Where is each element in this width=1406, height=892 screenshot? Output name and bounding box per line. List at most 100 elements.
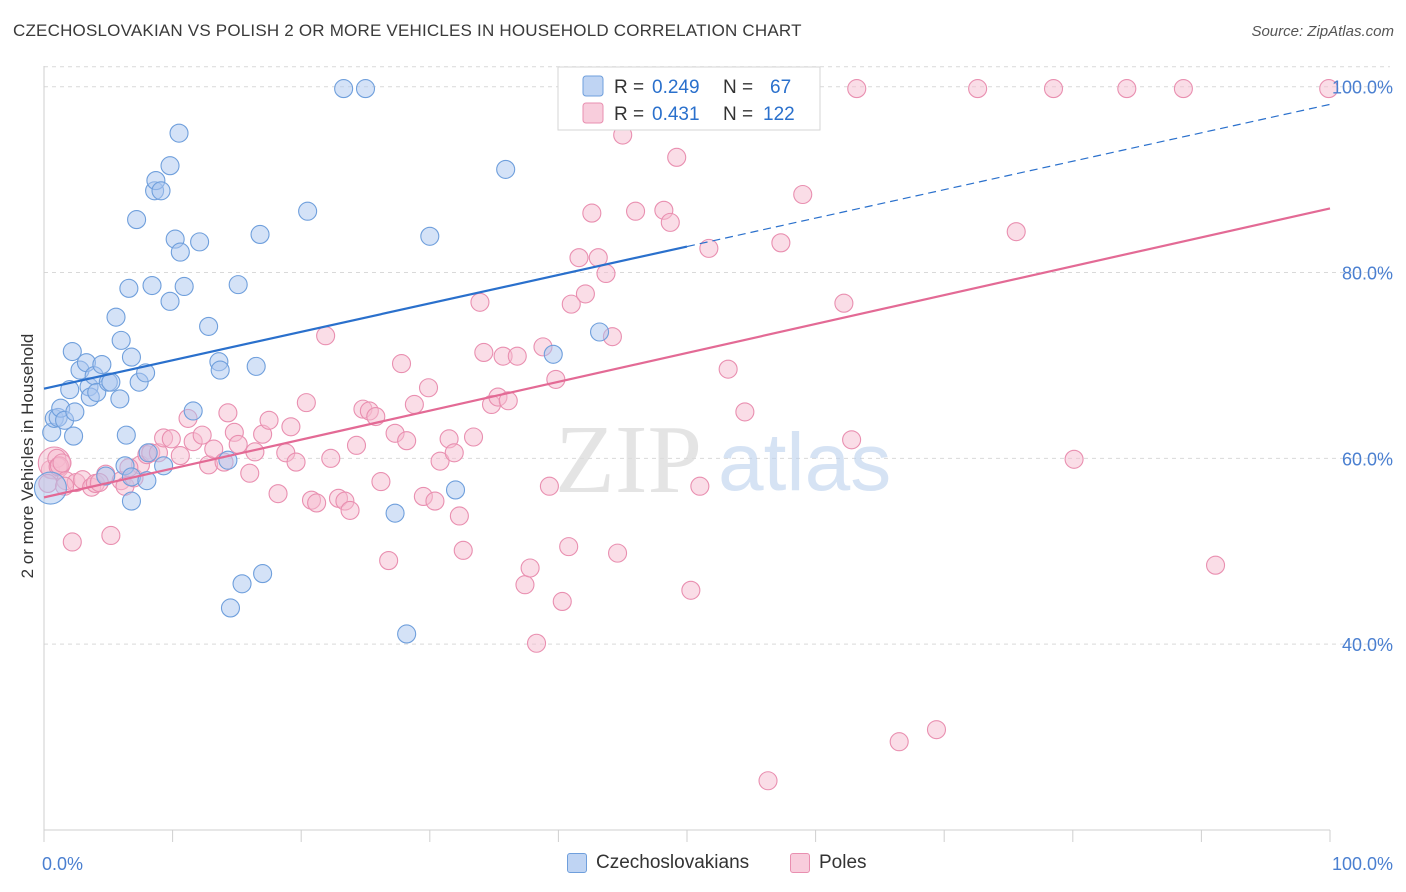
watermark: ZIP atlas [555,406,891,514]
point-poles-73 [498,391,518,411]
point-poles-40 [286,452,306,472]
point-poles-41 [296,393,316,413]
correlation-legend: R = 0.249 N = 67 R = 0.431 N = 122 [557,66,821,131]
point-czechoslovakians-52 [228,275,248,295]
point-poles-94 [681,580,701,600]
point-czechoslovakians-40 [160,291,180,311]
point-poles-57 [397,431,417,451]
point-poles-119 [608,543,628,563]
axes [43,66,1331,842]
point-czechoslovakians-46 [190,232,210,252]
point-poles-53 [371,472,391,492]
point-czechoslovakians-58 [334,79,354,99]
point-poles-107 [968,79,988,99]
series-czechoslovakians-points [33,79,610,644]
point-poles-80 [546,369,566,389]
point-czechoslovakians-55 [250,224,270,244]
point-poles-61 [425,491,445,511]
x-tick-label-1: 100.0% [1332,854,1393,874]
point-czechoslovakians-54 [246,356,266,376]
legend-n-value-1: 67 [770,77,791,98]
point-poles-45 [321,448,341,468]
point-poles-64 [444,443,464,463]
point-poles-114 [1319,79,1339,99]
point-poles-83 [569,248,589,268]
point-czechoslovakians-56 [253,564,273,584]
y-tick-label-0: 40.0% [1342,635,1393,655]
point-poles-106 [926,720,947,740]
point-poles-44 [316,326,336,346]
point-czechoslovakians-27 [121,491,141,511]
point-czechoslovakians-60 [385,503,405,523]
point-poles-36 [259,410,279,430]
point-czechoslovakians-28 [121,347,141,367]
point-poles-109 [1043,79,1064,99]
point-poles-48 [340,500,360,520]
point-czechoslovakians-39 [160,156,180,176]
point-poles-112 [1173,79,1193,99]
trend-czechoslovakians-extension [686,103,1331,248]
point-czechoslovakians-25 [119,278,139,298]
legend-n-label-1: N = [723,77,753,98]
point-poles-26 [192,425,212,445]
point-czechoslovakians-64 [496,159,516,179]
point-poles-101 [793,184,813,205]
point-poles-120 [559,537,579,557]
point-poles-95 [690,476,710,496]
point-poles-81 [552,591,572,611]
legend-swatch-czechoslovakians [582,75,604,97]
point-czechoslovakians-16 [92,354,112,375]
chart-title: CZECHOSLOVAKIAN VS POLISH 2 OR MORE VEHI… [13,21,802,40]
point-poles-113 [1205,555,1226,575]
point-poles-103 [842,430,862,450]
point-czechoslovakians-31 [136,363,156,383]
point-poles-82 [561,294,581,314]
point-poles-68 [470,292,490,312]
point-czechoslovakians-59 [355,79,376,99]
point-poles-79 [539,476,559,496]
point-poles-87 [596,263,616,284]
tick-labels: 40.0% 60.0% 80.0% 100.0% 0.0% 100.0% [42,78,1393,874]
point-poles-111 [1117,79,1137,99]
point-poles-39 [281,417,301,437]
point-poles-77 [526,633,547,653]
point-czechoslovakians-57 [298,201,318,221]
point-czechoslovakians-43 [170,242,190,262]
trend-czechoslovakians [43,245,688,390]
bottom-legend-poles: Poles [790,852,867,874]
trend-lines [43,103,1331,499]
point-poles-5 [52,453,72,473]
point-poles-22 [161,429,181,449]
point-poles-30 [218,403,238,423]
source-label: Source: ZipAtlas.com [1251,23,1394,40]
point-czechoslovakians-42 [169,123,189,143]
point-poles-96 [699,238,719,258]
point-poles-99 [758,771,778,791]
bottom-legend-swatch-czechoslovakians [567,853,587,873]
legend-r-label-1: R = [614,77,644,98]
point-poles-104 [847,79,867,99]
y-tick-label-3: 100.0% [1332,78,1393,98]
point-poles-56 [391,354,412,374]
point-czechoslovakians-37 [151,181,171,201]
point-poles-105 [889,732,909,752]
point-czechoslovakians-34 [142,276,162,296]
point-czechoslovakians-63 [445,480,466,500]
legend-r-label-2: R = [614,104,644,125]
y-tick-label-2: 80.0% [1342,264,1393,284]
point-czechoslovakians-51 [220,598,241,618]
point-czechoslovakians-0 [33,471,67,505]
point-poles-67 [463,427,484,447]
point-poles-84 [575,284,595,304]
point-poles-60 [418,378,439,398]
point-poles-33 [240,463,260,483]
point-poles-75 [515,575,535,595]
legend-r-value-2: 0.431 [652,104,700,125]
point-czechoslovakians-61 [397,624,417,644]
point-poles-69 [474,342,494,362]
point-poles-76 [520,558,540,578]
bottom-legend: Czechoslovakians Poles [0,852,1406,878]
point-poles-58 [404,394,424,415]
point-poles-85 [582,203,602,223]
